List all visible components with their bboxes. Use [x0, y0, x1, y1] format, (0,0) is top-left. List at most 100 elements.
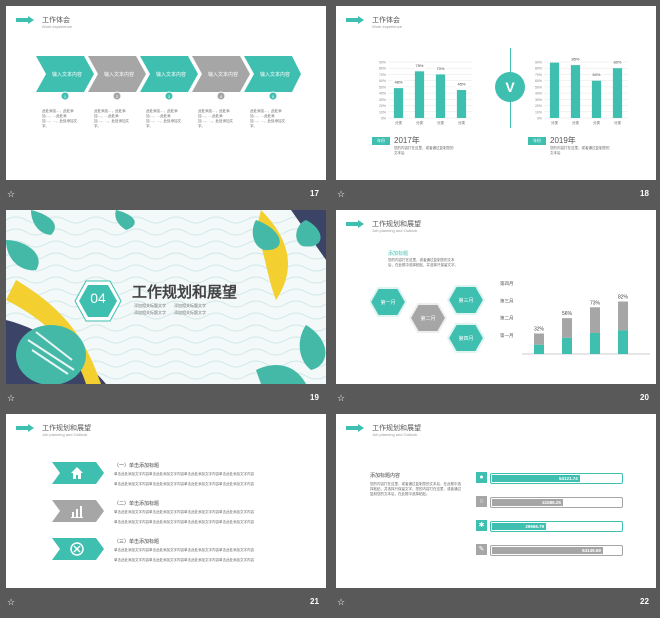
step-4-text: 此处添加…，此处添加…，…此处添加…，…，此处添加文字。: [198, 109, 233, 128]
hexagon-2-label: 第二月: [420, 315, 435, 322]
slide-title: 工作规划和展望: [372, 425, 421, 432]
step-4-label: 输入文本内容: [208, 71, 238, 78]
slide-number-19: 19: [310, 393, 319, 402]
progress-row: ○ 41586.25: [476, 496, 623, 508]
bar-label: 85%: [571, 58, 579, 62]
year-tag-right: 年份: [528, 137, 546, 145]
slide-number-22: 22: [640, 597, 649, 606]
progress-row: ✎ 64149.69: [476, 544, 623, 556]
y-tick-label: 40%: [535, 92, 542, 96]
y-tick-label: 40%: [379, 92, 386, 96]
tools-icon: [70, 542, 84, 556]
hexagon-4-label: 第四月: [458, 335, 473, 342]
header-arrow-icon: [346, 220, 364, 228]
star-icon: ☆: [337, 393, 346, 403]
bar-label-bg: [590, 71, 603, 78]
step-4-number: 4: [220, 94, 223, 99]
step-5-text: 此处添加…，此处添加…，…此处添加…，…，此处添加文字。: [250, 109, 285, 128]
slide-22[interactable]: 工作规划和展望 Job planning and Outlook 添加标题内容 …: [336, 414, 656, 588]
item-2-title: （二）单击添加标题: [114, 501, 160, 507]
item-2-text: 单击此处添加文字内容单击此处添加文字内容单击此处添加文字内容单击此处添加文字内容: [114, 510, 254, 514]
slide-subtitle: Job planning and Outlook: [372, 228, 418, 233]
y-tick-label: 10%: [379, 110, 386, 114]
progress-value: 54121.74: [558, 476, 578, 481]
edit-icon: ✎: [476, 544, 487, 555]
y-tick-label: 10%: [535, 110, 542, 114]
bar: [456, 90, 467, 118]
slide-subtitle: Job planning and Outlook: [42, 432, 88, 437]
step-1-text: 此处添加…，此处添加…，…此处添加…，…，此处添加文字。: [42, 109, 77, 128]
bar-label: 80%: [613, 60, 621, 65]
step-1-label: 输入文本内容: [52, 71, 82, 78]
slide-19[interactable]: 04 工作规划和展望 添加相关标题文字 添加相关标题文字 添加相关标题文字 添加…: [6, 210, 326, 384]
progress-track: 54121.74: [490, 473, 623, 484]
y-tick-label: 70%: [535, 73, 542, 77]
slide-17[interactable]: 工作体会 Work experience 输入文本内容 输入文本内容 输入文本内…: [6, 6, 326, 180]
step-1: [36, 56, 94, 101]
process-steps: 输入文本内容 输入文本内容 输入文本内容 输入文本内容 输入文本内容 1 2 3…: [36, 56, 301, 101]
bar-label: 60%: [592, 72, 600, 77]
bar-segment-bottom: [562, 337, 572, 354]
x-tick-label: 分类: [551, 120, 559, 125]
step-5-number: 5: [272, 94, 275, 99]
item-1-title: （一）单击添加标题: [114, 463, 160, 469]
slide-title: 工作规划和展望: [42, 425, 91, 432]
bar: [591, 80, 602, 118]
year-desc-right: 您的内容打在这里，或者通过复制您的文本后: [550, 146, 610, 155]
x-tick-label: 分类: [395, 120, 403, 125]
bar-label: 48%: [394, 80, 402, 85]
progress-track: 29666.79: [490, 521, 623, 532]
progress-fill: 41586.25: [492, 499, 563, 506]
item-2-text-2: 单击此处添加文字内容单击此处添加文字内容单击此处添加文字内容单击此处添加文字内容: [114, 520, 254, 524]
header-arrow-icon: [346, 424, 364, 432]
bar-label: 75%: [415, 63, 423, 68]
user-icon: ●: [476, 472, 487, 483]
data-label: 56%: [562, 311, 573, 317]
content-body: 您的内容打在这里，或者通过复制您的文本后，在此框中选择粘贴，并选择只保留文字。您…: [370, 482, 461, 496]
bullet-2: 添加相关标题文字: [174, 303, 206, 308]
section-hexagon: [74, 280, 122, 322]
progress-fill: 64149.69: [492, 547, 603, 554]
y-tick-label: 80%: [379, 67, 386, 71]
content-body: 您的内容打在这里，或者通过复制您的文本后，在此框中选择粘贴，并选择只保留文字。: [388, 258, 458, 267]
decorative-leaves: [6, 210, 326, 384]
x-tick-label: 分类: [614, 120, 622, 125]
progress-value: 64149.69: [582, 548, 601, 553]
content-heading: 添加标题内容: [370, 473, 401, 479]
y-tick-label: 第二月: [500, 315, 514, 322]
section-title: 工作规划和展望: [132, 284, 238, 301]
y-tick-label: 第三月: [500, 297, 514, 304]
x-tick-label: 分类: [572, 120, 580, 125]
data-label: 32%: [534, 327, 545, 333]
y-tick-label: 30%: [379, 98, 386, 102]
year-tag-left: 年份: [372, 137, 390, 145]
step-3-text: 此处添加…，此处添加…，…此处添加…，…，此处添加文字。: [146, 109, 181, 128]
hexagon-cluster: 第一月 第二月 第三月 第四月: [370, 285, 486, 353]
year-desc-left: 您的内容打在这里，或者通过复制您的文本后: [394, 146, 454, 155]
clock-icon: ○: [476, 496, 487, 507]
bar-segment-top: [618, 301, 628, 331]
slide-18[interactable]: 工作体会 Work experience 90% 80% 70% 60% 50% 40% 3…: [336, 6, 656, 180]
y-tick-label: 第一月: [500, 332, 514, 339]
y-tick-label: 60%: [379, 79, 386, 83]
y-tick-label: 60%: [535, 79, 542, 83]
y-tick-label: 50%: [535, 85, 542, 89]
slide-21[interactable]: 工作规划和展望 Job planning and Outlook （一）单击添加…: [6, 414, 326, 588]
slide-20[interactable]: 工作规划和展望 Job planning and Outlook 添加标题 您的…: [336, 210, 656, 384]
y-tick-label: 90%: [535, 61, 542, 65]
header-arrow-icon: [346, 16, 364, 24]
x-tick-label: 分类: [437, 120, 445, 125]
left-bar-chart: 90% 80% 70% 60% 50% 40% 30% 20% 10% 0% 48% 分类 75% 分类 7…: [379, 61, 472, 125]
item-3-text: 单击此处添加文字内容单击此处添加文字内容单击此处添加文字内容单击此处添加文字内容: [114, 548, 254, 552]
bar-chart-icon: [71, 506, 83, 518]
hexagon-4: [446, 323, 486, 353]
slide-number-17: 17: [310, 189, 319, 198]
header-arrow-icon: [16, 424, 34, 432]
step-3: [140, 56, 198, 101]
bar-segment-top: [590, 307, 600, 333]
slide-number-20: 20: [640, 393, 649, 402]
y-tick-label: 第四月: [500, 280, 514, 287]
stacked-bar-chart: 第一月 第二月 第三月 第四月 32% 56% 73% 82%: [500, 280, 650, 355]
bullet-1: 添加相关标题文字: [134, 303, 166, 308]
x-tick-label: 分类: [593, 120, 601, 125]
